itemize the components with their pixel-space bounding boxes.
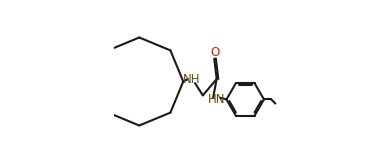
Text: NH: NH bbox=[183, 73, 200, 86]
Text: HN: HN bbox=[208, 93, 226, 106]
Text: O: O bbox=[210, 46, 219, 59]
